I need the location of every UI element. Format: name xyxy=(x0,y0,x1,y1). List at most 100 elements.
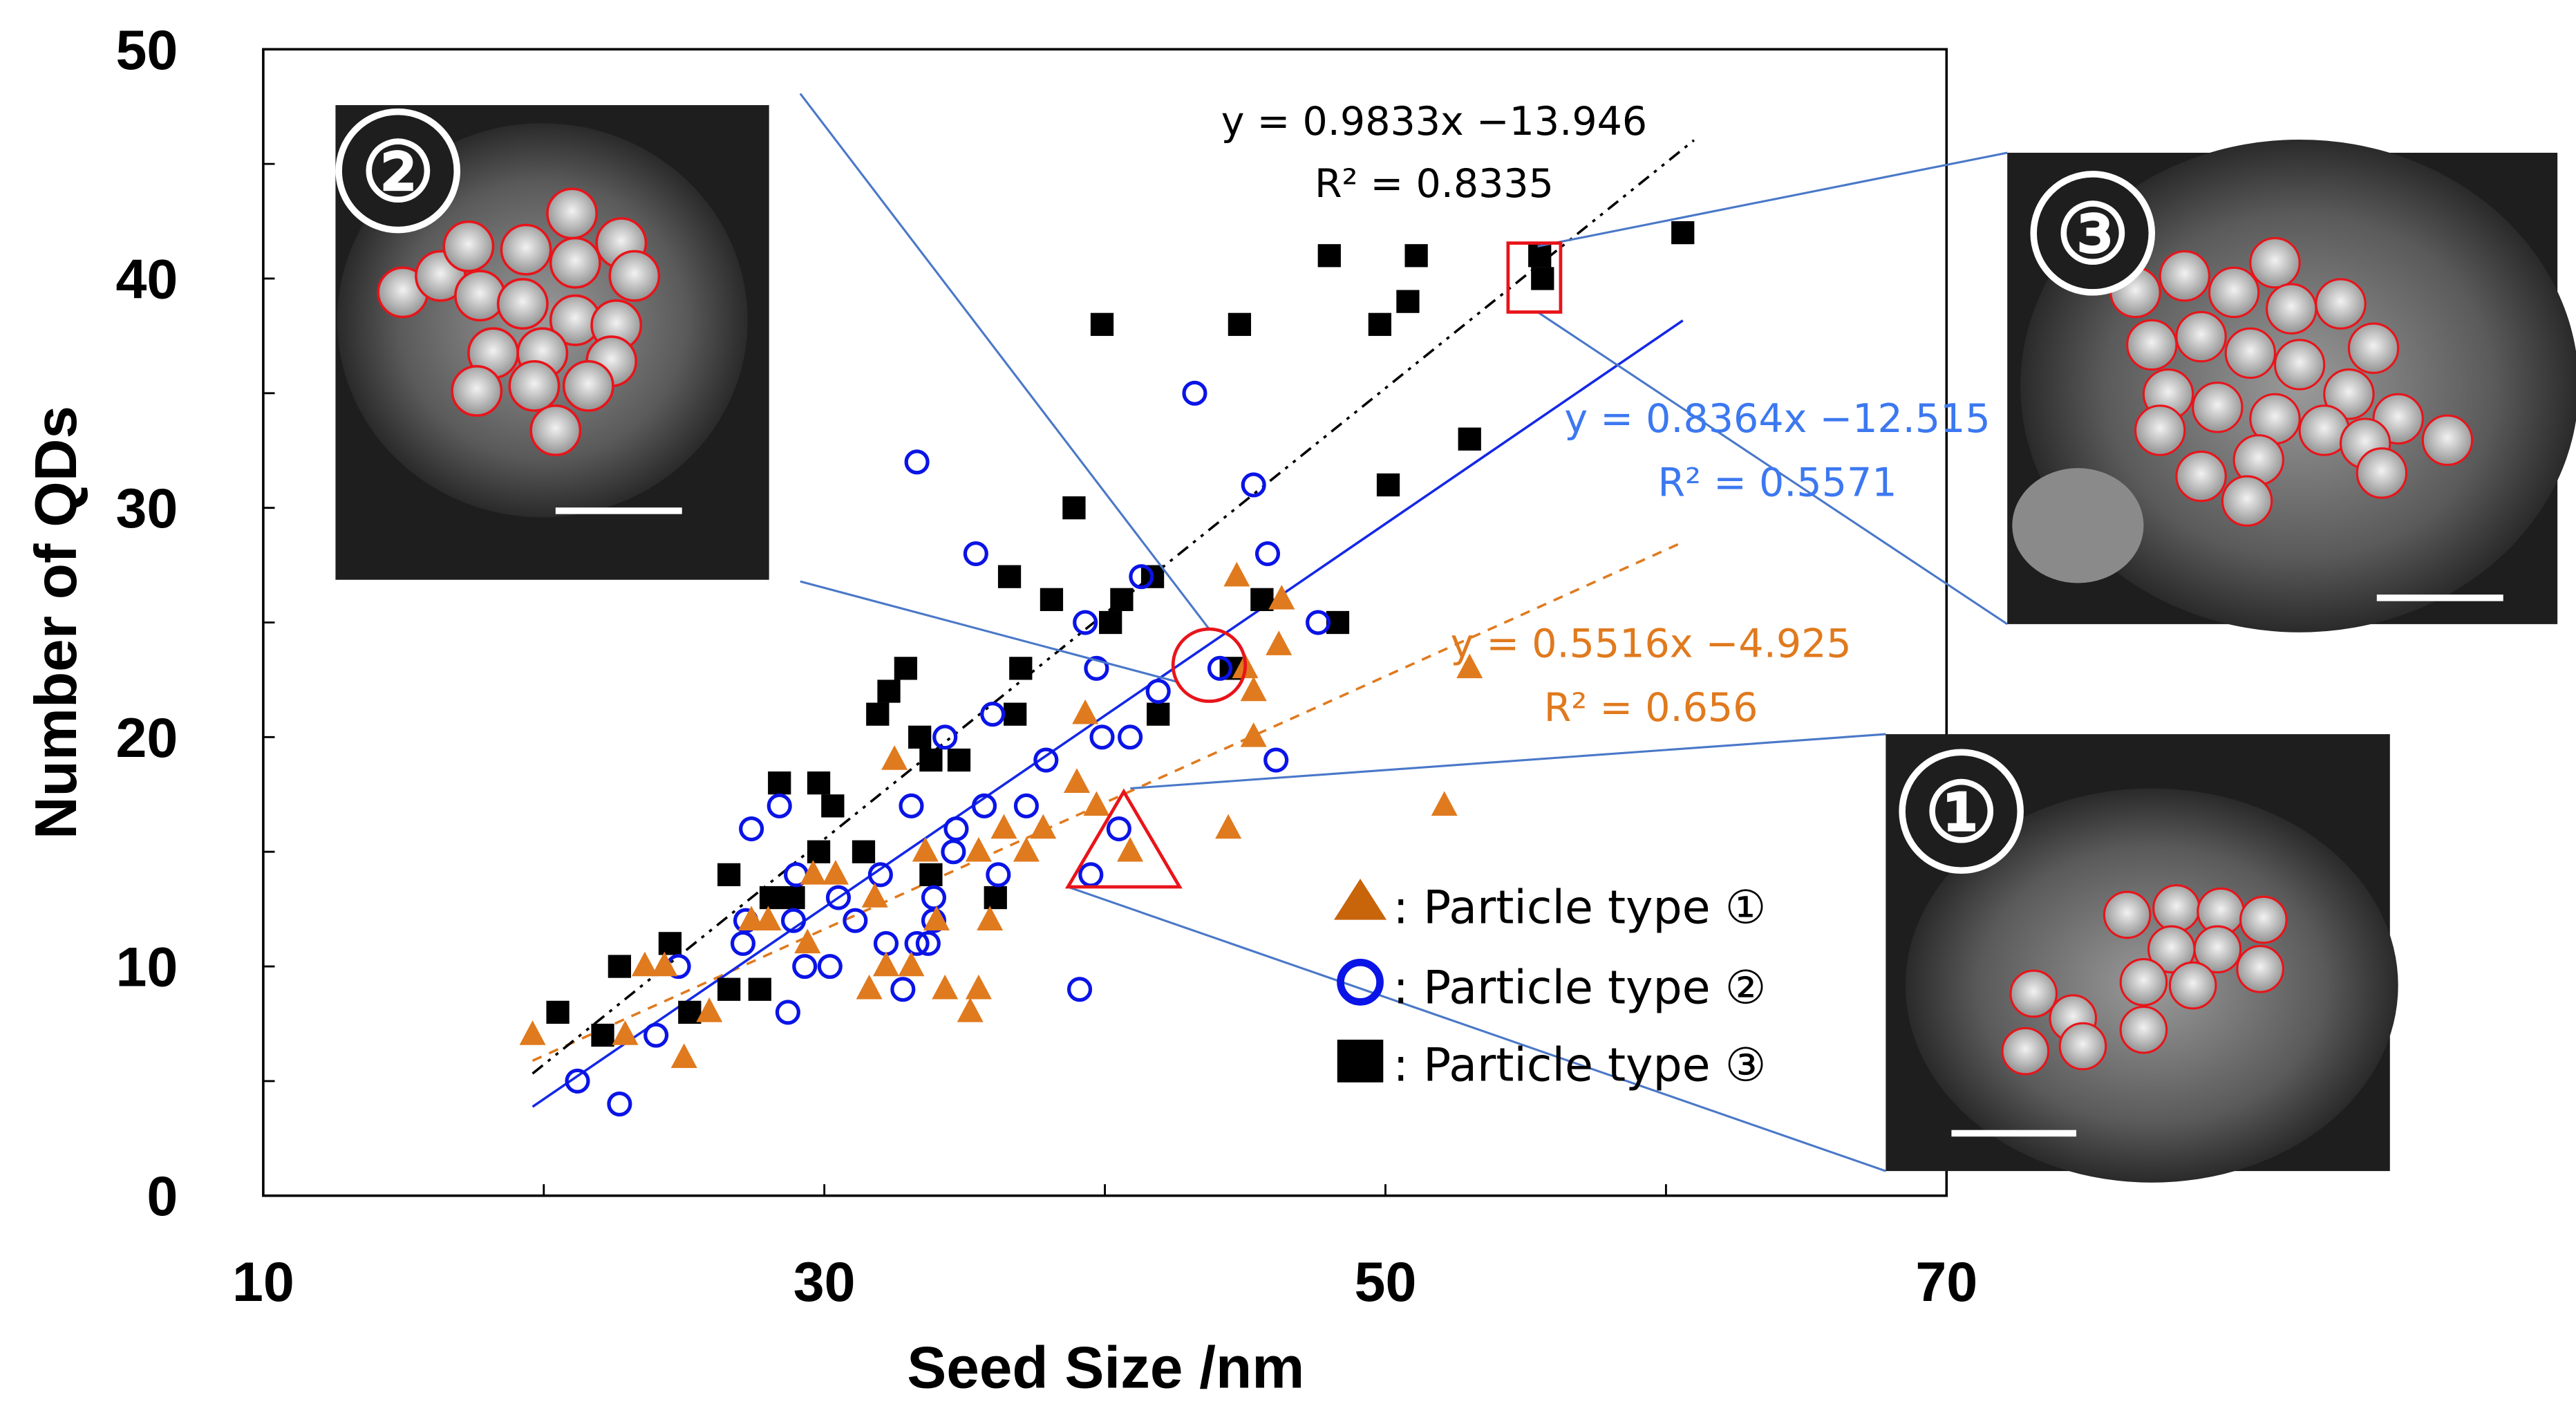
data-point-triangle xyxy=(990,814,1017,839)
data-point-circle xyxy=(943,816,969,842)
data-point-square xyxy=(821,794,845,818)
data-point-triangle xyxy=(856,974,883,1000)
legend-marker-type1 xyxy=(1334,879,1387,920)
data-point-triangle xyxy=(1268,584,1295,610)
data-point-triangle xyxy=(755,906,782,930)
data-point-circle xyxy=(775,1000,800,1025)
data-point-circle xyxy=(730,930,756,956)
inset-label-type3: ③ xyxy=(2056,189,2129,281)
data-point-square xyxy=(807,771,831,795)
data-point-square xyxy=(1250,588,1274,611)
data-point-square xyxy=(894,657,918,680)
fit-r2-type1: R² = 0.656 xyxy=(1544,685,1758,731)
data-point-square xyxy=(1376,473,1400,497)
inset-image-type3: ③ xyxy=(2007,140,2576,633)
data-point-square xyxy=(717,977,741,1001)
data-point-square xyxy=(546,1000,570,1024)
data-point-square xyxy=(997,565,1022,588)
data-point-triangle xyxy=(881,745,908,770)
data-point-circle xyxy=(767,793,792,818)
data-point-circle xyxy=(1129,564,1154,590)
data-point-circle xyxy=(1084,655,1109,681)
data-point-triangle xyxy=(1266,630,1292,655)
data-point-square xyxy=(608,955,631,978)
data-point-circle xyxy=(1013,793,1039,818)
legend-label-type1: : Particle type ① xyxy=(1393,880,1767,934)
data-point-square xyxy=(748,977,771,1001)
data-point-circle xyxy=(1089,724,1115,750)
data-point-square xyxy=(947,748,971,772)
data-point-triangle xyxy=(794,928,821,954)
data-point-triangle xyxy=(1456,653,1483,679)
x-tick-label: 10 xyxy=(232,1251,294,1313)
data-point-circle xyxy=(1241,472,1266,498)
data-point-circle xyxy=(780,908,807,933)
data-point-square xyxy=(1528,244,1552,268)
data-point-circle xyxy=(1118,724,1143,750)
data-point-circle xyxy=(1066,977,1093,1002)
data-point-square xyxy=(919,863,943,886)
data-point-circle xyxy=(971,793,997,818)
data-point-circle xyxy=(1033,747,1059,773)
y-tick-label: 20 xyxy=(115,707,178,769)
fit-equation-type3: y = 0.9833x −13.946 xyxy=(1221,99,1647,144)
legend-marker-type2 xyxy=(1337,958,1384,1006)
inset-image-type2: ② xyxy=(335,105,769,580)
data-point-circle xyxy=(565,1068,590,1094)
data-point-triangle xyxy=(1223,561,1250,587)
data-point-triangle xyxy=(696,997,723,1022)
data-point-circle xyxy=(607,1092,632,1117)
trendline-circle xyxy=(532,319,1684,1108)
legend-label-type2: : Particle type ② xyxy=(1393,961,1767,1015)
data-point-square xyxy=(759,886,783,910)
data-point-square xyxy=(1368,312,1391,336)
trendline-square xyxy=(532,139,1695,1075)
data-point-square xyxy=(658,932,682,955)
x-tick-label: 50 xyxy=(1355,1251,1417,1313)
data-point-square xyxy=(1090,312,1114,336)
legend-label-type3: : Particle type ③ xyxy=(1393,1038,1767,1092)
data-point-circle xyxy=(904,930,930,956)
data-point-triangle xyxy=(1063,768,1090,793)
data-point-square xyxy=(1110,588,1134,611)
y-tick-label: 50 xyxy=(115,19,178,82)
data-point-square xyxy=(1396,290,1420,313)
data-point-square xyxy=(1009,657,1033,680)
data-point-circle xyxy=(739,816,764,842)
data-point-triangle xyxy=(965,836,992,862)
inset-label-type2: ② xyxy=(361,127,435,218)
data-point-square xyxy=(1317,244,1341,268)
highlight-circle xyxy=(1171,627,1248,703)
data-point-triangle xyxy=(1215,814,1242,839)
data-point-circle xyxy=(899,793,924,818)
data-point-triangle xyxy=(800,859,827,885)
data-point-circle xyxy=(1073,610,1098,635)
data-point-triangle xyxy=(670,1043,697,1068)
fit-equation-type1: y = 0.5516x −4.925 xyxy=(1451,621,1852,666)
data-point-triangle xyxy=(872,951,899,977)
data-point-circle xyxy=(932,724,958,750)
data-point-triangle xyxy=(861,883,888,908)
data-point-square xyxy=(1404,244,1428,268)
y-axis-title: Number of QDs xyxy=(23,406,89,839)
data-point-triangle xyxy=(822,859,849,885)
data-point-triangle xyxy=(631,951,658,977)
legend-marker-type3 xyxy=(1337,1040,1384,1083)
x-axis-title: Seed Size /nm xyxy=(907,1336,1304,1401)
data-point-circle xyxy=(643,1022,669,1048)
data-point-square xyxy=(984,886,1007,910)
data-point-square xyxy=(1062,496,1086,520)
data-point-triangle xyxy=(932,974,959,1000)
data-point-circle xyxy=(1207,655,1233,681)
data-point-triangle xyxy=(912,836,939,862)
data-point-triangle xyxy=(519,1020,546,1045)
data-point-square xyxy=(1671,221,1695,245)
data-point-circle xyxy=(1306,610,1331,635)
data-point-triangle xyxy=(612,1020,639,1045)
data-point-triangle xyxy=(1083,791,1110,816)
data-point-square xyxy=(877,680,901,703)
data-point-square xyxy=(678,1000,702,1024)
data-point-triangle xyxy=(898,951,925,977)
data-point-circle xyxy=(1182,380,1207,406)
